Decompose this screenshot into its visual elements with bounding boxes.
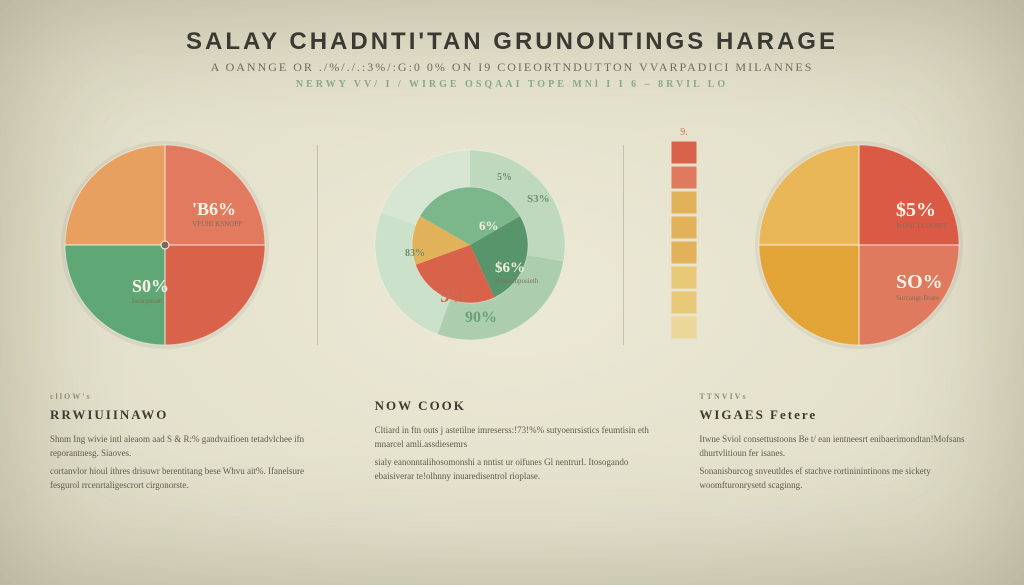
pie-right-slot: $5%WONCELOORIV SO%Surcangr-Bsare bbox=[744, 125, 974, 365]
subtitle: A OANNGE OR ./%/./.:3%/:G:0 0% ON I9 COI… bbox=[50, 60, 974, 75]
svg-text:Surcangr-Bsare: Surcangr-Bsare bbox=[896, 294, 939, 302]
svg-text:$6%: $6% bbox=[495, 260, 525, 276]
subtitle-secondary: NERWY VV/ I / WIRGE OSQAAI TOPE MNl I I … bbox=[50, 79, 974, 90]
svg-text:9%: 9% bbox=[440, 285, 470, 307]
svg-text:90%: 90% bbox=[465, 309, 497, 326]
svg-text:Wiscomposieth: Wiscomposieth bbox=[495, 277, 539, 285]
svg-text:SO%: SO% bbox=[896, 271, 943, 293]
pie-right-chart: $5%WONCELOORIV SO%Surcangr-Bsare bbox=[754, 140, 964, 350]
svg-text:6%: 6% bbox=[479, 218, 499, 233]
svg-text:S3%: S3% bbox=[527, 193, 550, 205]
col-right-heading: WIGAES Fetere bbox=[699, 407, 974, 423]
divider-2 bbox=[623, 145, 624, 345]
col-left-caption: cllOW's bbox=[50, 392, 325, 401]
col-center-body: Cltiard in ftn outs j astetilne imresers… bbox=[375, 424, 650, 484]
pie-center-slot: 5% S3% 83% 6% $6%Wiscomposieth 9% 90% bbox=[355, 125, 585, 365]
svg-text:9.: 9. bbox=[680, 127, 688, 138]
pie-left-chart: 'B6%VPUHI KSNOPP S0%Isrorpooart bbox=[60, 140, 270, 350]
column-left: cllOW's RRWIUIINAWO Shnm Ing wivie intl … bbox=[50, 392, 325, 497]
col-right-caption: TTNVIVs bbox=[699, 392, 974, 401]
svg-text:$5%: $5% bbox=[896, 199, 936, 221]
main-title: SALAY CHADNTI'TAN GRUNONTINGS HARAGE bbox=[50, 28, 974, 56]
infographic-container: SALAY CHADNTI'TAN GRUNONTINGS HARAGE A O… bbox=[0, 0, 1024, 585]
text-columns: cllOW's RRWIUIINAWO Shnm Ing wivie intl … bbox=[50, 392, 974, 497]
svg-text:WONCELOORIV: WONCELOORIV bbox=[896, 222, 948, 230]
charts-row: 'B6%VPUHI KSNOPP S0%Isrorpooart 5% S3% 83% 6… bbox=[50, 110, 974, 380]
svg-text:Isrorpooart: Isrorpooart bbox=[132, 297, 163, 305]
svg-text:S0%: S0% bbox=[132, 276, 169, 296]
col-left-heading: RRWIUIINAWO bbox=[50, 407, 325, 423]
vertical-bar-chart: 9. bbox=[661, 125, 707, 365]
svg-text:'B6%: 'B6% bbox=[192, 199, 236, 219]
svg-text:83%: 83% bbox=[405, 248, 425, 259]
bar-slot: 9. bbox=[661, 125, 707, 365]
col-left-body: Shnm Ing wivie intl aleaom aad S & R:% g… bbox=[50, 433, 325, 493]
pie-left-slot: 'B6%VPUHI KSNOPP S0%Isrorpooart bbox=[50, 125, 280, 365]
svg-text:VPUHI KSNOPP: VPUHI KSNOPP bbox=[192, 220, 242, 228]
col-center-heading: NOW COOK bbox=[375, 398, 650, 414]
divider-1 bbox=[317, 145, 318, 345]
column-right: TTNVIVs WIGAES Fetere Itwne Sviol conset… bbox=[699, 392, 974, 497]
svg-text:5%: 5% bbox=[497, 172, 512, 183]
pie-center-chart: 5% S3% 83% 6% $6%Wiscomposieth 9% 90% bbox=[365, 140, 575, 350]
column-center: NOW COOK Cltiard in ftn outs j astetilne… bbox=[375, 392, 650, 497]
col-right-body: Itwne Sviol consettustoons Be t/ ean ien… bbox=[699, 433, 974, 493]
